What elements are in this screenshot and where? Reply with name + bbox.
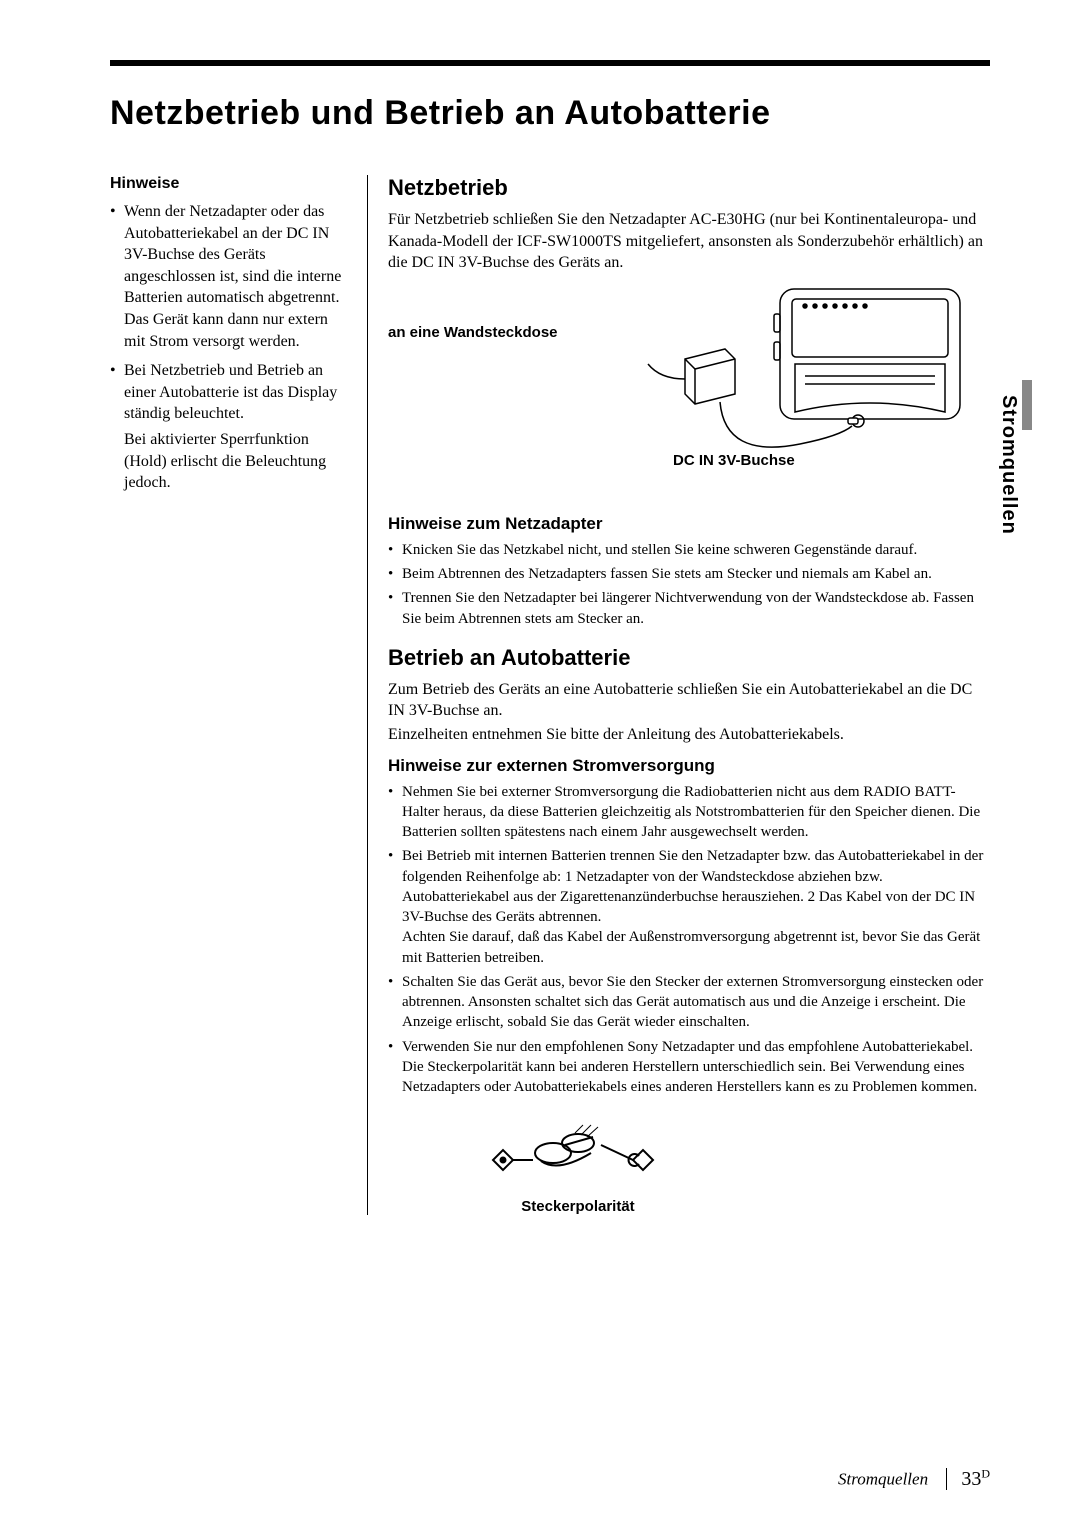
top-rule (110, 60, 990, 66)
list-item-extra: Achten Sie darauf, daß das Kabel der Auß… (402, 927, 990, 968)
side-marker (1022, 380, 1032, 430)
page-number: 33D (946, 1468, 990, 1490)
sidebar-item-extra: Bei aktivierter Sperrfunktion (Hold) erl… (124, 429, 347, 494)
content-columns: Hinweise Wenn der Netzadapter oder das A… (110, 175, 990, 1215)
sidebar-item-text: Bei Netzbetrieb und Betrieb an einer Aut… (124, 362, 337, 422)
adapter-notes-heading: Hinweise zum Netzadapter (388, 514, 990, 534)
device-diagram-svg (630, 284, 970, 494)
autobatterie-intro1: Zum Betrieb des Geräts an eine Autobatte… (388, 679, 990, 722)
list-item: Trennen Sie den Netzadapter bei längerer… (388, 588, 990, 629)
list-item-text: Bei Betrieb mit internen Batterien trenn… (402, 848, 983, 925)
sidebar: Hinweise Wenn der Netzadapter oder das A… (110, 175, 368, 1215)
adapter-notes-list: Knicken Sie das Netzkabel nicht, und ste… (388, 540, 990, 629)
list-item: Nehmen Sie bei externer Stromversorgung … (388, 782, 990, 843)
polarity-diagram: Steckerpolarität (438, 1115, 718, 1215)
sidebar-heading: Hinweise (110, 175, 347, 193)
main-content: Netzbetrieb Für Netzbetrieb schließen Si… (368, 175, 990, 1215)
extern-notes-heading: Hinweise zur externen Stromversorgung (388, 756, 990, 776)
list-item: Bei Betrieb mit internen Batterien trenn… (388, 846, 990, 968)
sidebar-list: Wenn der Netzadapter oder das Autobatter… (110, 201, 347, 494)
section-tab: Stromquellen (997, 395, 1020, 535)
sidebar-item: Wenn der Netzadapter oder das Autobatter… (110, 201, 347, 352)
page-title: Netzbetrieb und Betrieb an Autobatterie (110, 94, 990, 133)
netzbetrieb-intro: Für Netzbetrieb schließen Sie den Netzad… (388, 209, 990, 274)
autobatterie-intro2: Einzelheiten entnehmen Sie bitte der Anl… (388, 724, 990, 746)
section-heading-netzbetrieb: Netzbetrieb (388, 175, 990, 201)
sidebar-item: Bei Netzbetrieb und Betrieb an einer Aut… (110, 360, 347, 494)
footer-section: Stromquellen (838, 1470, 928, 1489)
list-item: Verwenden Sie nur den empfohlenen Sony N… (388, 1037, 990, 1098)
polarity-label: Steckerpolarität (438, 1198, 718, 1215)
wall-socket-label: an eine Wandsteckdose (388, 324, 558, 341)
list-item: Schalten Sie das Gerät aus, bevor Sie de… (388, 972, 990, 1033)
list-item: Beim Abtrennen des Netzadapters fassen S… (388, 564, 990, 584)
list-item: Knicken Sie das Netzkabel nicht, und ste… (388, 540, 990, 560)
page-footer: Stromquellen 33D (838, 1466, 990, 1491)
device-diagram: an eine Wandsteckdose DC IN 3V-Buchse (388, 284, 990, 504)
section-heading-autobatterie: Betrieb an Autobatterie (388, 645, 990, 671)
extern-notes-list: Nehmen Sie bei externer Stromversorgung … (388, 782, 990, 1098)
polarity-svg (483, 1115, 673, 1185)
